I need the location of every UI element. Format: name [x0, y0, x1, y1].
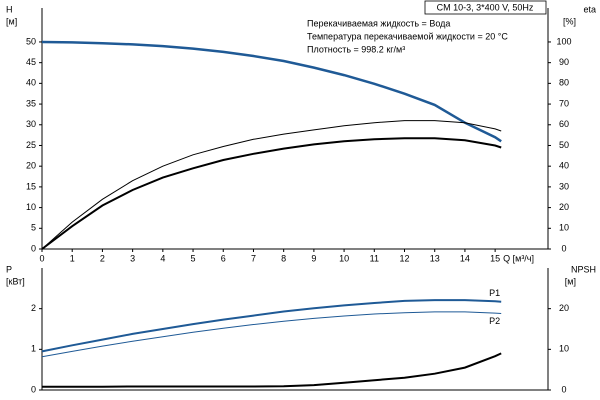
- annotation: Температура перекачиваемой жидкости = 20…: [307, 31, 508, 41]
- line-series: [41, 40, 502, 143]
- y2-axis-label: NPSH: [571, 264, 596, 274]
- x-axis-label: Q [м³/ч]: [503, 253, 534, 263]
- x-tick-label: 6: [221, 253, 226, 263]
- y2-tick-label: 70: [559, 98, 569, 108]
- y2-tick-label: 10: [559, 344, 569, 354]
- x-tick-label: 1: [70, 253, 75, 263]
- y2-tick-label: 0: [561, 384, 566, 394]
- x-tick-label: 4: [160, 253, 165, 263]
- line-series: [41, 311, 502, 358]
- x-tick-label: 11: [370, 253, 379, 263]
- y-tick-label: 1: [31, 344, 36, 354]
- y2-axis-label: eta: [583, 4, 596, 14]
- y2-tick-label: 100: [556, 36, 571, 46]
- y-axis-unit: [кВт]: [6, 276, 25, 286]
- y2-tick-label: 90: [559, 57, 569, 67]
- line-series: [42, 352, 502, 388]
- y2-tick-label: 40: [559, 161, 569, 171]
- y-tick-label: 5: [31, 223, 36, 233]
- x-tick-label: 0: [39, 253, 44, 263]
- line-series: [41, 137, 502, 250]
- x-tick-label: 15: [490, 253, 500, 263]
- y-tick-label: 50: [26, 36, 36, 46]
- x-tick-label: 8: [281, 253, 286, 263]
- y-tick-label: 15: [26, 181, 36, 191]
- y-tick-label: 0: [31, 243, 36, 253]
- line-series: [41, 299, 502, 353]
- x-tick-label: 3: [130, 253, 135, 263]
- y-axis-label: H: [6, 4, 13, 14]
- series-label: P1: [489, 288, 500, 298]
- line-series: [41, 120, 502, 250]
- x-tick-label: 12: [399, 253, 409, 263]
- y-tick-label: 40: [26, 78, 36, 88]
- y-tick-label: 2: [31, 303, 36, 313]
- y-tick-label: 0: [31, 384, 36, 394]
- y2-tick-label: 10: [559, 223, 569, 233]
- y-tick-label: 35: [26, 98, 36, 108]
- y-axis-unit: [м]: [6, 16, 17, 26]
- y2-axis-unit: [%]: [563, 16, 576, 26]
- y-tick-label: 10: [26, 202, 36, 212]
- y2-tick-label: 80: [559, 78, 569, 88]
- y-tick-label: 20: [26, 161, 36, 171]
- y-tick-label: 25: [26, 140, 36, 150]
- chart-title: CM 10-3, 3*400 V, 50Hz: [437, 2, 534, 12]
- y-tick-label: 30: [26, 119, 36, 129]
- y2-tick-label: 20: [559, 303, 569, 313]
- x-tick-label: 10: [339, 253, 349, 263]
- y2-tick-label: 30: [559, 181, 569, 191]
- annotation: Перекачиваемая жидкость = Вода: [307, 18, 450, 28]
- y2-tick-label: 20: [559, 202, 569, 212]
- x-tick-label: 9: [311, 253, 316, 263]
- y2-tick-label: 50: [559, 140, 569, 150]
- series-label: P2: [489, 316, 500, 326]
- y2-axis-unit: [м]: [565, 276, 576, 286]
- x-tick-label: 5: [191, 253, 196, 263]
- annotation: Плотность = 998.2 кг/м³: [307, 44, 405, 54]
- x-tick-label: 13: [430, 253, 440, 263]
- y-axis-label: P: [6, 264, 12, 274]
- x-tick-label: 7: [251, 253, 256, 263]
- y2-tick-label: 0: [561, 243, 566, 253]
- y-tick-label: 45: [26, 57, 36, 67]
- x-tick-label: 14: [460, 253, 470, 263]
- title-box: [424, 0, 547, 15]
- x-tick-label: 2: [100, 253, 105, 263]
- y2-tick-label: 60: [559, 119, 569, 129]
